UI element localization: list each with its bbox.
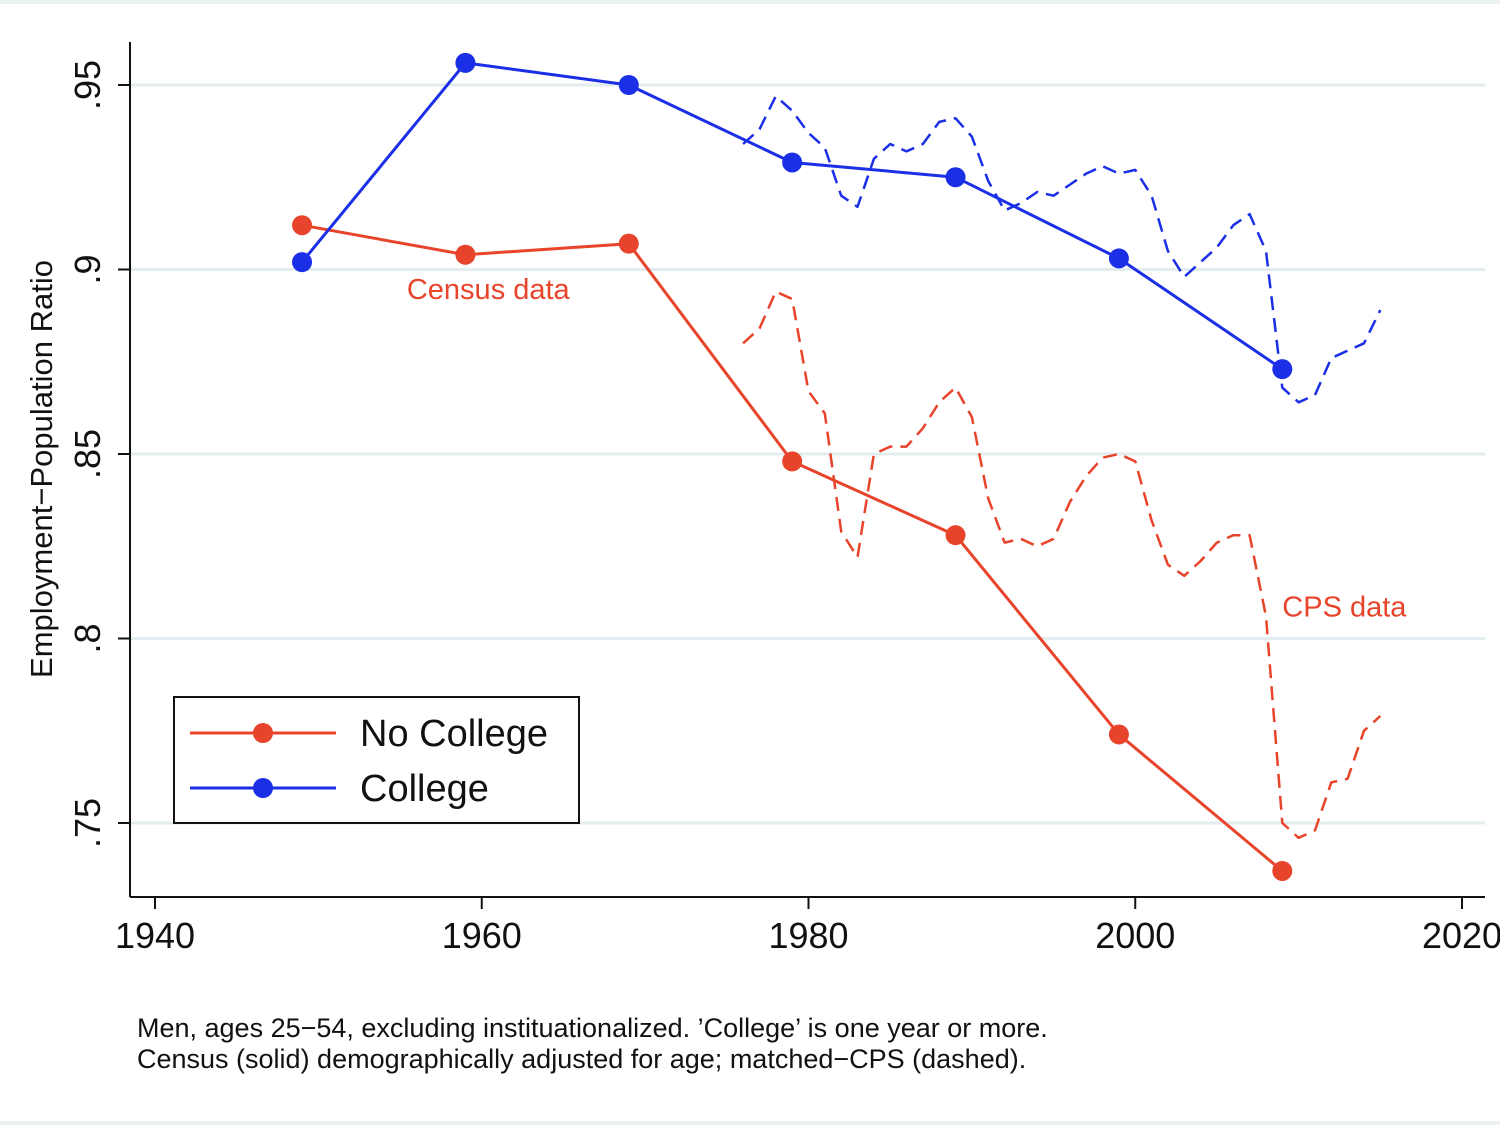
footnote-line-2: Census (solid) demographically adjusted …: [137, 1044, 1027, 1074]
y-tick-label-4: .95: [67, 60, 108, 110]
footnote-line-1: Men, ages 25−54, excluding instituationa…: [137, 1013, 1048, 1043]
marker-college-1949: [292, 252, 313, 273]
marker-no-college-1979: [782, 451, 803, 472]
x-tick-label-0: 1940: [115, 915, 195, 956]
marker-college-1959: [455, 52, 476, 73]
marker-college-1979: [782, 152, 803, 173]
series-line-college-cps: [742, 94, 1382, 404]
marker-college-1989: [945, 167, 966, 188]
y-tick-label-0: .75: [67, 798, 108, 848]
legend: No College College: [173, 696, 580, 824]
marker-no-college-1959: [455, 244, 476, 265]
marker-no-college-2009: [1272, 860, 1293, 881]
series-line-no-college-cps: [742, 290, 1382, 840]
annotations: Census data CPS data: [407, 274, 1407, 623]
y-axis-label: Employment−Population Ratio: [24, 260, 59, 678]
marker-college-1969: [618, 75, 639, 95]
marker-college-1999: [1108, 248, 1129, 269]
y-axis-ticks: .75 .8 .85 .9 .95: [67, 60, 130, 848]
series-line-college: [300, 61, 1284, 371]
x-tick-label-4: 2020: [1422, 915, 1500, 956]
gridlines: [130, 83, 1485, 825]
legend-label-college: College: [360, 768, 489, 810]
annotation-census-data: Census data: [407, 274, 571, 306]
marker-no-college-1989: [945, 525, 966, 546]
x-tick-label-2: 1980: [768, 915, 848, 956]
legend-box: [173, 696, 580, 824]
y-tick-label-1: .8: [67, 623, 108, 653]
marker-no-college-1969: [618, 233, 639, 254]
marker-no-college-1999: [1108, 724, 1129, 745]
x-tick-label-3: 2000: [1095, 915, 1175, 956]
marker-no-college-1949: [292, 215, 313, 236]
x-axis-ticks: 1940 1960 1980 2000 2020: [115, 897, 1500, 956]
legend-label-no-college: No College: [360, 713, 548, 755]
frame-top-edge: [0, 0, 1500, 4]
legend-marker-college: [253, 778, 273, 798]
y-tick-label-3: .9: [67, 254, 108, 284]
series-markers: [292, 52, 1293, 881]
legend-marker-no-college: [253, 723, 273, 743]
frame-bottom-edge: [0, 1121, 1500, 1125]
y-tick-label-2: .85: [67, 429, 108, 479]
marker-college-2009: [1272, 359, 1293, 380]
annotation-cps-data: CPS data: [1282, 591, 1407, 623]
x-tick-label-1: 1960: [442, 915, 522, 956]
